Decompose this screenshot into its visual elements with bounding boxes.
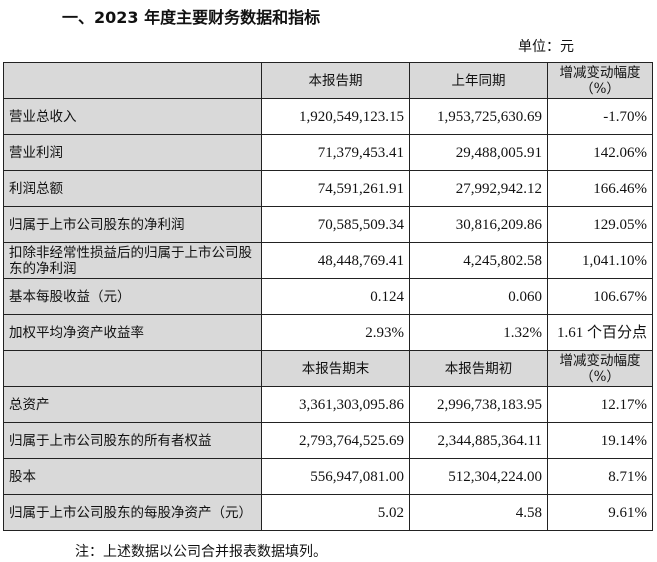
value-cell: 9.61% bbox=[547, 494, 653, 531]
table-row: 股本 556,947,081.00 512,304,224.00 8.71% bbox=[3, 458, 653, 495]
header-cell bbox=[3, 350, 262, 387]
table-row: 加权平均净资产收益率 2.93% 1.32% 1.61 个百分点 bbox=[3, 314, 653, 351]
row-label: 加权平均净资产收益率 bbox=[3, 314, 262, 351]
financial-table: 本报告期 上年同期 增减变动幅度（%） 营业总收入 1,920,549,123.15 1,… bbox=[3, 62, 653, 531]
value-cell: 1,920,549,123.15 bbox=[261, 98, 410, 135]
value-cell: 30,816,209.86 bbox=[409, 206, 548, 243]
table-row: 总资产 3,361,303,095.86 2,996,738,183.95 12.17… bbox=[3, 386, 653, 423]
value-cell: 2.93% bbox=[261, 314, 410, 351]
value-cell: 2,793,764,525.69 bbox=[261, 422, 410, 459]
table-row: 营业利润 71,379,453.41 29,488,005.91 142.06% bbox=[3, 134, 653, 171]
value-cell: 2,344,885,364.11 bbox=[409, 422, 548, 459]
table-row: 基本每股收益（元） 0.124 0.060 106.67% bbox=[3, 278, 653, 315]
value-cell: 166.46% bbox=[547, 170, 653, 207]
value-cell: 74,591,261.91 bbox=[261, 170, 410, 207]
value-cell: 1.32% bbox=[409, 314, 548, 351]
header-cell: 增减变动幅度（%） bbox=[547, 62, 653, 99]
value-cell: 8.71% bbox=[547, 458, 653, 495]
value-cell: 2,996,738,183.95 bbox=[409, 386, 548, 423]
value-cell: 19.14% bbox=[547, 422, 653, 459]
value-cell: 4.58 bbox=[409, 494, 548, 531]
header-cell bbox=[3, 62, 262, 99]
table-row: 归属于上市公司股东的净利润 70,585,509.34 30,816,209.86 1… bbox=[3, 206, 653, 243]
table-row: 营业总收入 1,920,549,123.15 1,953,725,630.69 -1.… bbox=[3, 98, 653, 135]
value-cell: 5.02 bbox=[261, 494, 410, 531]
table-row: 利润总额 74,591,261.91 27,992,942.12 166.46% bbox=[3, 170, 653, 207]
row-label: 营业总收入 bbox=[3, 98, 262, 135]
row-label: 归属于上市公司股东的所有者权益 bbox=[3, 422, 262, 459]
row-label: 利润总额 bbox=[3, 170, 262, 207]
header-cell: 本报告期初 bbox=[409, 350, 548, 387]
row-label: 营业利润 bbox=[3, 134, 262, 171]
footnote: 注：上述数据以公司合并报表数据填列。 bbox=[75, 544, 327, 560]
header-row: 本报告期末 本报告期初 增减变动幅度（%） bbox=[3, 350, 653, 387]
table-row: 归属于上市公司股东的所有者权益 2,793,764,525.69 2,344,885… bbox=[3, 422, 653, 459]
row-label: 归属于上市公司股东的每股净资产（元） bbox=[3, 494, 262, 531]
value-cell: 1,041.10% bbox=[547, 242, 653, 279]
value-cell: 48,448,769.41 bbox=[261, 242, 410, 279]
value-cell: 1.61 个百分点 bbox=[547, 314, 653, 351]
section-title: 一、2023 年度主要财务数据和指标 bbox=[62, 8, 321, 27]
unit-label: 单位：元 bbox=[518, 39, 574, 55]
row-label: 基本每股收益（元） bbox=[3, 278, 262, 315]
value-cell: 1,953,725,630.69 bbox=[409, 98, 548, 135]
table-row: 归属于上市公司股东的每股净资产（元） 5.02 4.58 9.61% bbox=[3, 494, 653, 531]
value-cell: 0.124 bbox=[261, 278, 410, 315]
value-cell: 129.05% bbox=[547, 206, 653, 243]
value-cell: 106.67% bbox=[547, 278, 653, 315]
header-row: 本报告期 上年同期 增减变动幅度（%） bbox=[3, 62, 653, 99]
row-label: 归属于上市公司股东的净利润 bbox=[3, 206, 262, 243]
table-row: 扣除非经常性损益后的归属于上市公司股东的净利润 48,448,769.41 4,24… bbox=[3, 242, 653, 279]
value-cell: -1.70% bbox=[547, 98, 653, 135]
row-label: 扣除非经常性损益后的归属于上市公司股东的净利润 bbox=[3, 242, 262, 279]
value-cell: 12.17% bbox=[547, 386, 653, 423]
value-cell: 71,379,453.41 bbox=[261, 134, 410, 171]
header-cell: 增减变动幅度（%） bbox=[547, 350, 653, 387]
value-cell: 3,361,303,095.86 bbox=[261, 386, 410, 423]
value-cell: 29,488,005.91 bbox=[409, 134, 548, 171]
value-cell: 70,585,509.34 bbox=[261, 206, 410, 243]
header-cell: 本报告期 bbox=[261, 62, 410, 99]
value-cell: 556,947,081.00 bbox=[261, 458, 410, 495]
row-label: 股本 bbox=[3, 458, 262, 495]
value-cell: 142.06% bbox=[547, 134, 653, 171]
value-cell: 0.060 bbox=[409, 278, 548, 315]
value-cell: 27,992,942.12 bbox=[409, 170, 548, 207]
header-cell: 上年同期 bbox=[409, 62, 548, 99]
header-cell: 本报告期末 bbox=[261, 350, 410, 387]
value-cell: 512,304,224.00 bbox=[409, 458, 548, 495]
value-cell: 4,245,802.58 bbox=[409, 242, 548, 279]
row-label: 总资产 bbox=[3, 386, 262, 423]
